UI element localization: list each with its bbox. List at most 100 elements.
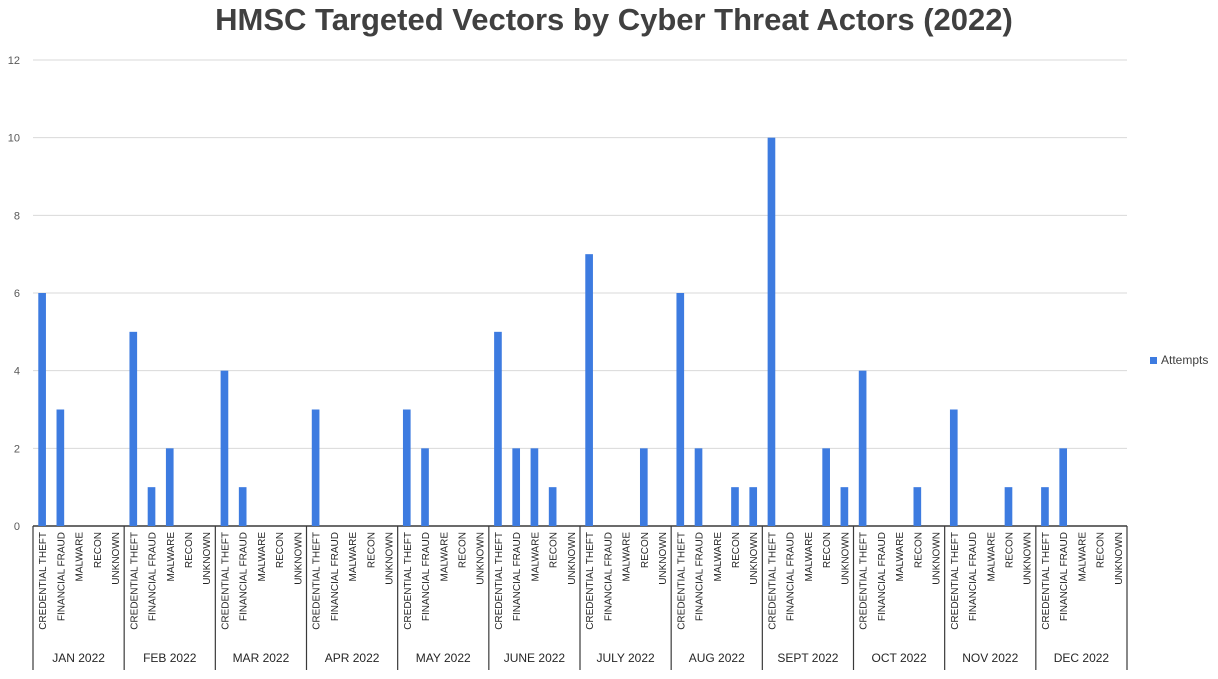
x-subcategory-label: MALWARE: [348, 532, 359, 582]
x-subcategory-label: FINANCIAL FRAUD: [695, 532, 706, 621]
bar: [1041, 487, 1049, 526]
x-subcategory-label: RECON: [457, 532, 468, 568]
x-subcategory-label: UNKNOWN: [1023, 532, 1034, 585]
bar: [147, 487, 156, 526]
x-subcategory-label: MALWARE: [530, 532, 541, 582]
x-subcategory-label: MALWARE: [166, 532, 177, 582]
x-subcategory-label: CREDENTIAL THEFT: [950, 532, 961, 630]
x-subcategory-label: CREDENTIAL THEFT: [220, 532, 231, 630]
chart-title: HMSC Targeted Vectors by Cyber Threat Ac…: [215, 2, 1013, 37]
x-group-label: JUNE 2022: [504, 651, 566, 665]
x-subcategory-label: RECON: [913, 532, 924, 568]
x-subcategory-label: FINANCIAL FRAUD: [148, 532, 159, 621]
x-group-label: MAY 2022: [416, 651, 471, 665]
x-subcategory-label: UNKNOWN: [293, 532, 304, 585]
x-subcategory-label: MALWARE: [713, 532, 724, 582]
bar: [238, 487, 247, 526]
bar: [494, 331, 502, 526]
x-group-label: SEPT 2022: [777, 651, 838, 665]
bar: [749, 487, 758, 526]
x-subcategory-label: CREDENTIAL THEFT: [767, 532, 778, 630]
x-subcategory-label: FINANCIAL FRAUD: [877, 532, 888, 621]
x-subcategory-label: MALWARE: [257, 532, 268, 582]
bar: [548, 487, 557, 526]
x-subcategory-label: CREDENTIAL THEFT: [312, 532, 323, 630]
x-subcategory-label: FINANCIAL FRAUD: [1059, 532, 1070, 621]
bar: [639, 448, 648, 526]
x-subcategory-label: UNKNOWN: [840, 532, 851, 585]
x-subcategory-label: FINANCIAL FRAUD: [512, 532, 523, 621]
x-group-label: JAN 2022: [52, 651, 105, 665]
bar: [56, 409, 65, 526]
x-subcategory-label: FINANCIAL FRAUD: [239, 532, 250, 621]
x-subcategory-label: MALWARE: [439, 532, 450, 582]
bar: [512, 448, 521, 526]
bar: [949, 409, 958, 526]
x-subcategory-label: FINANCIAL FRAUD: [330, 532, 341, 621]
x-subcategory-label: FINANCIAL FRAUD: [968, 532, 979, 621]
x-subcategory-label: CREDENTIAL THEFT: [859, 532, 870, 630]
x-subcategory-label: RECON: [93, 532, 104, 568]
x-subcategory-label: CREDENTIAL THEFT: [38, 532, 49, 630]
x-subcategory-label: RECON: [822, 532, 833, 568]
x-subcategory-label: RECON: [275, 532, 286, 568]
bar: [165, 448, 174, 526]
x-subcategory-label: UNKNOWN: [111, 532, 122, 585]
x-subcategory-label: MALWARE: [986, 532, 997, 582]
x-group-label: DEC 2022: [1054, 651, 1110, 665]
x-subcategory-label: MALWARE: [622, 532, 633, 582]
bar: [38, 293, 46, 526]
y-tick-label: 8: [14, 210, 20, 222]
x-group-label: AUG 2022: [689, 651, 745, 665]
x-subcategory-label: FINANCIAL FRAUD: [421, 532, 432, 621]
x-subcategory-label: RECON: [184, 532, 195, 568]
bar: [1059, 448, 1068, 526]
x-group-label: NOV 2022: [962, 651, 1018, 665]
bar: [767, 137, 776, 526]
x-subcategory-label: RECON: [366, 532, 377, 568]
bar: [402, 409, 411, 526]
x-group-label: APR 2022: [325, 651, 380, 665]
y-tick-label: 6: [14, 288, 20, 300]
x-subcategory-label: RECON: [1096, 532, 1107, 568]
legend-label: Attempts: [1161, 353, 1208, 367]
x-subcategory-label: UNKNOWN: [749, 532, 760, 585]
bar: [311, 409, 320, 526]
bar: [585, 254, 593, 526]
x-subcategory-label: MALWARE: [804, 532, 815, 582]
bar: [731, 487, 739, 526]
x-subcategory-label: RECON: [549, 532, 560, 568]
x-subcategory-label: RECON: [1004, 532, 1015, 568]
x-subcategory-label: CREDENTIAL THEFT: [494, 532, 505, 630]
x-subcategory-label: CREDENTIAL THEFT: [585, 532, 596, 630]
y-tick-label: 4: [14, 366, 20, 378]
bar: [913, 487, 922, 526]
x-subcategory-label: UNKNOWN: [385, 532, 396, 585]
x-group-label: JULY 2022: [596, 651, 655, 665]
y-tick-label: 10: [8, 133, 20, 145]
bar: [129, 331, 138, 526]
x-subcategory-label: UNKNOWN: [476, 532, 487, 585]
x-group-label: OCT 2022: [872, 651, 927, 665]
x-subcategory-label: UNKNOWN: [932, 532, 943, 585]
x-subcategory-label: RECON: [640, 532, 651, 568]
x-subcategory-label: CREDENTIAL THEFT: [129, 532, 140, 630]
x-subcategory-label: FINANCIAL FRAUD: [603, 532, 614, 621]
x-subcategory-label: MALWARE: [75, 532, 86, 582]
bar: [530, 448, 539, 526]
x-subcategory-label: RECON: [731, 532, 742, 568]
x-subcategory-label: MALWARE: [1077, 532, 1088, 582]
y-tick-label: 2: [14, 443, 20, 455]
bar: [840, 487, 849, 526]
x-subcategory-label: FINANCIAL FRAUD: [786, 532, 797, 621]
bar: [858, 370, 867, 526]
bar: [822, 448, 830, 526]
y-tick-label: 12: [8, 55, 20, 67]
bar: [694, 448, 703, 526]
x-subcategory-label: UNKNOWN: [567, 532, 578, 585]
legend-swatch: [1150, 357, 1157, 364]
x-subcategory-label: CREDENTIAL THEFT: [1041, 532, 1052, 630]
bar: [220, 370, 229, 526]
